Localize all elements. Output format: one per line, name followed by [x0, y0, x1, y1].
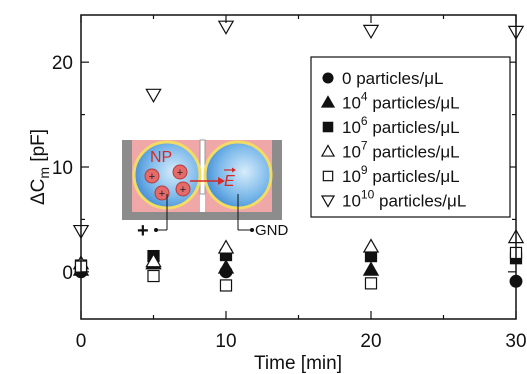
x-axis-ticks: 0 10 20 30 — [76, 15, 527, 352]
y-tick-label: 20 — [52, 53, 73, 74]
data-point-series-6 — [145, 88, 162, 104]
inset-right-terminal — [250, 228, 254, 232]
nanoparticle-charge: + — [177, 167, 183, 179]
nanoparticle — [172, 164, 188, 180]
legend-label-series-1: 0 particles/μL — [342, 69, 443, 88]
legend-marker-series-3 — [322, 121, 334, 133]
data-point-series-6 — [362, 24, 380, 40]
nanoparticle-charge: + — [149, 171, 155, 183]
inset-left-terminal — [154, 228, 158, 232]
inset-diagram: + + + + NP E + GND — [122, 139, 289, 242]
data-point-series-5 — [219, 279, 233, 292]
inset-chamber-right-wall — [272, 140, 282, 220]
nanoparticle — [175, 181, 191, 197]
inset-gnd-label: GND — [255, 222, 289, 239]
y-tick-label: 0 — [62, 263, 73, 284]
x-tick-label: 20 — [360, 331, 381, 352]
legend-marker-series-4 — [320, 144, 336, 157]
inset-nanoparticles: + + + + — [144, 164, 191, 201]
y-axis-label-main: ΔC — [28, 179, 49, 205]
inset-field-vector-head — [232, 167, 236, 173]
data-point-series-2 — [217, 259, 235, 274]
data-point-series-6 — [217, 20, 235, 35]
inset-field-arrowhead — [218, 177, 225, 185]
inset-partition — [199, 139, 206, 195]
nanoparticle-charge: + — [159, 188, 165, 200]
inset-plus-sign: + — [137, 220, 149, 242]
x-tick-label: 0 — [76, 331, 87, 352]
inset-np-label: NP — [150, 149, 172, 166]
y-axis-label-subscript: m — [36, 167, 52, 179]
data-point-series-5 — [364, 277, 378, 290]
inset-chamber-left-wall — [122, 140, 132, 220]
legend-marker-series-1 — [322, 72, 334, 84]
y-axis-label-unit: [pF] — [28, 129, 49, 167]
data-point-series-4 — [145, 252, 162, 268]
inset-field-label: E — [224, 173, 235, 190]
legend-marker-series-6 — [320, 195, 336, 208]
nanoparticle — [154, 185, 170, 201]
legend-marker-series-5 — [322, 170, 334, 182]
y-axis-ticks: 0 10 20 — [52, 53, 516, 284]
data-point-series-2 — [362, 261, 380, 276]
legend-label-series-5: 109 particles/μL — [342, 163, 460, 186]
legend-label-series-3: 106 particles/μL — [342, 114, 460, 137]
legend-marker-series-2 — [320, 95, 336, 108]
x-axis-label: Time [min] — [254, 353, 342, 374]
nanoparticle-charge: + — [180, 184, 186, 196]
x-tick-label: 30 — [505, 331, 526, 352]
data-point-series-4 — [362, 238, 380, 253]
legend-box — [310, 56, 511, 218]
inset-chamber-floor — [122, 212, 282, 220]
y-axis-label: ΔCm [pF] — [28, 129, 52, 205]
x-tick-label: 10 — [215, 331, 236, 352]
nanoparticle — [144, 168, 160, 184]
legend-label-series-6: 1010 particles/μL — [342, 188, 466, 211]
y-tick-label: 10 — [52, 158, 73, 179]
data-point-series-5 — [147, 269, 160, 283]
legend-label-series-4: 107 particles/μL — [342, 139, 460, 162]
data-point-series-4 — [217, 239, 235, 254]
legend-label-series-2: 104 particles/μL — [342, 90, 460, 113]
